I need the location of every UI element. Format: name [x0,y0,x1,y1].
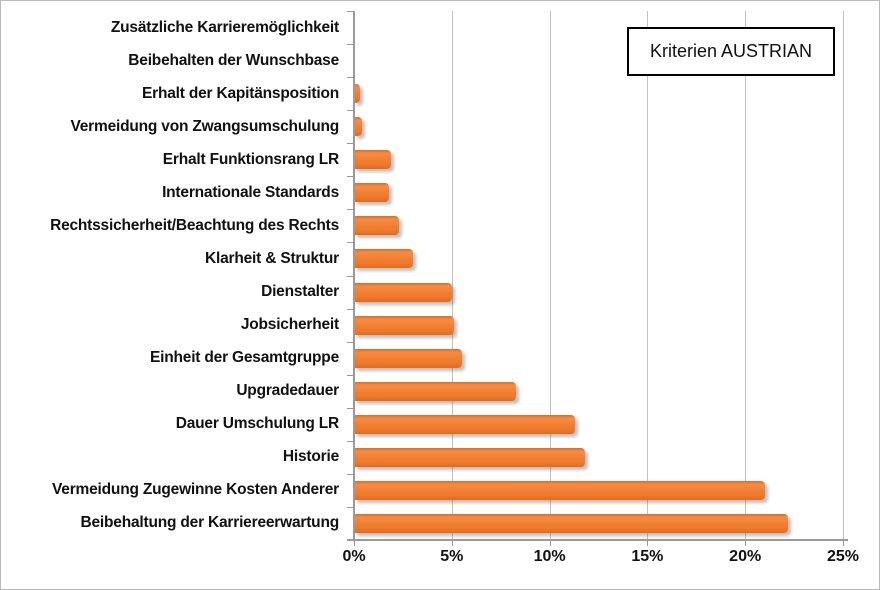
bar-6 [354,183,390,203]
bar-16 [354,513,789,533]
bar-10 [354,315,454,335]
x-tick-label: 25% [826,548,860,565]
category-label: Dienstalter [261,282,339,300]
category-label: Erhalt Funktionsrang LR [162,150,339,168]
category-label: Jobsicherheit [240,315,339,333]
category-label: Vermeidung von Zwangsumschulung [70,117,339,135]
gridline-20pct [745,11,747,539]
bar-9 [354,282,452,302]
y-axis-tick [347,242,354,244]
bar-7 [354,216,399,236]
category-label: Klarheit & Struktur [205,249,339,267]
gridline-10pct [549,11,551,539]
legend-label: Kriterien AUSTRIAN [649,41,813,61]
y-axis-tick [347,275,354,277]
y-axis-tick [347,77,354,79]
category-label: Einheit der Gesamtgruppe [150,348,339,366]
gridline-25pct [843,11,844,539]
x-tick-label: 0% [342,548,366,565]
bar-14 [354,447,585,467]
category-label: Beibehaltung der Karriereerwartung [80,513,340,531]
y-axis-tick [347,540,354,541]
y-axis-tick [347,143,354,145]
bar-13 [354,414,576,434]
x-axis-tick [354,540,355,546]
bar-4 [354,117,362,137]
y-axis-line [353,11,355,540]
gridline-5pct [451,11,453,539]
category-label: Beibehalten der Wunschbase [128,51,339,69]
y-axis-tick [347,440,354,442]
y-axis-tick [347,341,354,343]
category-label: Erhalt der Kapitänsposition [142,84,339,102]
category-labels: Zusätzliche Karrieremöglichkeit Beibehalt… [1,11,339,539]
x-axis-tick [745,540,747,546]
bar-5 [354,150,392,170]
bar-11 [354,348,462,368]
bar-15 [354,480,765,500]
y-axis-tick [347,407,354,409]
x-axis-line [347,539,848,541]
category-label: Rechtssicherheit/Beachtung des Rechts [50,216,339,234]
category-label: Upgradedauer [236,381,339,399]
legend-box: Kriterien AUSTRIAN [627,27,835,76]
x-axis-tick [451,540,453,546]
x-axis-tick [549,540,551,546]
y-axis-tick [347,506,354,508]
bar-3 [354,84,360,104]
bar-8 [354,249,413,269]
category-label: Internationale Standards [162,183,339,201]
y-axis-tick [347,176,354,178]
gridline-15pct [647,11,649,539]
category-label: Dauer Umschulung LR [175,414,339,432]
x-tick-label: 20% [729,548,762,565]
x-axis-tick [647,540,649,546]
y-axis-tick [347,44,354,46]
x-tick-label: 5% [440,548,464,565]
y-axis-tick [347,374,354,376]
y-axis-tick [347,473,354,475]
y-axis-tick [347,308,354,310]
x-tick-label: 15% [631,548,664,565]
category-label: Zusätzliche Karrieremöglichkeit [110,18,339,36]
bar-12 [354,381,517,401]
category-label: Historie [282,447,339,465]
category-label: Vermeidung Zugewinne Kosten Anderer [52,480,339,498]
y-axis-tick [347,11,354,12]
x-axis-tick [843,540,844,546]
y-axis-tick [347,110,354,112]
x-tick-label: 10% [533,548,566,565]
y-axis-tick [347,209,354,211]
